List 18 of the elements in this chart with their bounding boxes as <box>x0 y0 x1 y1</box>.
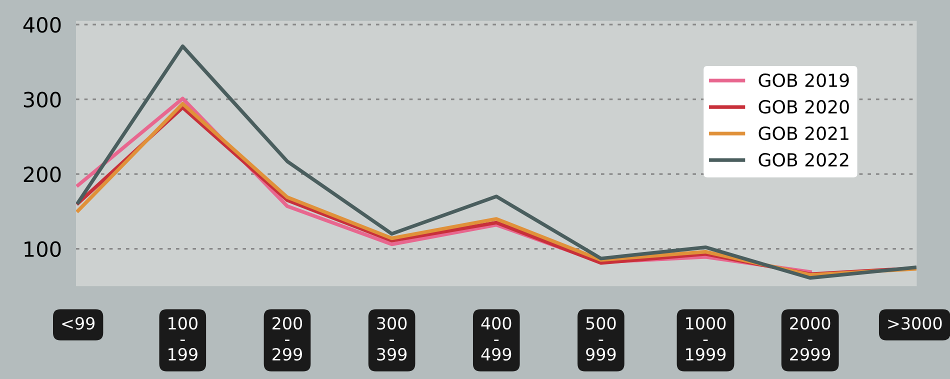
legend-label: GOB 2021 <box>758 126 848 140</box>
x-tick-label: 200 - 299 <box>272 316 302 361</box>
x-tick-label: >3000 <box>888 316 942 330</box>
legend-label: GOB 2020 <box>758 100 849 114</box>
y-tick-label: 300 <box>24 92 61 108</box>
x-tick-label: 100 - 199 <box>168 316 198 361</box>
x-tick-label: 400 - 499 <box>481 316 512 361</box>
legend-label: GOB 2022 <box>758 152 848 167</box>
x-tick-label: 300 - 399 <box>377 316 407 361</box>
y-tick-label: 200 <box>24 166 61 182</box>
line-series <box>76 44 916 280</box>
legend-label: GOB 2019 <box>758 73 849 88</box>
x-tick-label: 1000 - 1999 <box>686 316 726 361</box>
x-tick-label: <99 <box>62 316 95 330</box>
x-tick-label: 500 - 999 <box>586 316 616 361</box>
x-tick-label: 2000 - 2999 <box>790 316 830 361</box>
y-tick-label: 400 <box>23 17 61 33</box>
y-tick-label: 100 <box>24 241 61 257</box>
